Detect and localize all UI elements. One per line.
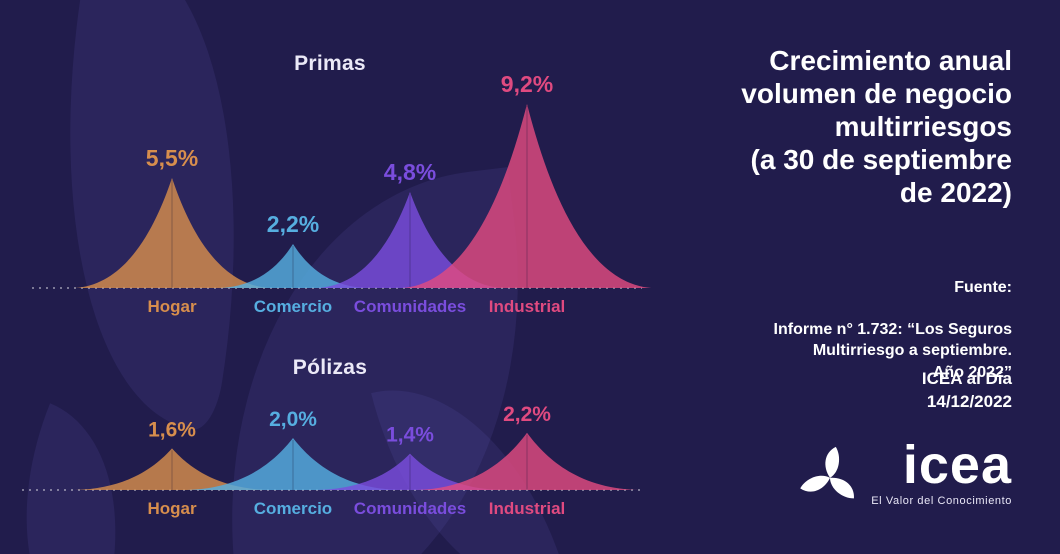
category-label: Hogar	[147, 297, 197, 316]
page-title: Crecimiento anual volumen de negocio mul…	[741, 45, 1012, 209]
value-label: 4,8%	[384, 159, 436, 185]
source-label: Fuente:	[954, 279, 1012, 297]
peak-hogar	[74, 448, 270, 490]
primas-peak-chart: 5,5% Hogar 2,2% Comercio 4,8% Comunidades 9,2%…	[32, 71, 652, 316]
chart-title-primas: Primas	[294, 52, 366, 75]
category-label: Comunidades	[354, 499, 466, 518]
chart-title-polizas: Pólizas	[292, 356, 368, 379]
right-panel: Crecimiento anual volumen de negocio mul…	[660, 0, 1012, 554]
value-label: 2,2%	[267, 211, 319, 237]
category-label: Comercio	[254, 297, 332, 316]
category-label: Comunidades	[354, 297, 466, 316]
value-label: 5,5%	[146, 145, 198, 171]
category-label: Comercio	[254, 499, 332, 518]
peak-comercio	[186, 438, 400, 490]
category-label: Industrial	[489, 499, 566, 518]
category-label: Industrial	[489, 297, 566, 316]
value-label: 9,2%	[501, 71, 553, 97]
source-text: Informe n° 1.732: “Los Seguros Multirrie…	[773, 321, 1012, 381]
source-block: Fuente: Informe n° 1.732: “Los Seguros M…	[660, 256, 1012, 383]
icea-logo: icea El Valor del Conocimiento	[799, 435, 1012, 508]
value-label: 1,4%	[386, 424, 434, 447]
peak-comunidades	[317, 453, 503, 490]
peak-industrial	[416, 432, 638, 490]
peak-comunidades	[317, 192, 503, 288]
icea-logo-icon	[800, 446, 855, 499]
category-label: Hogar	[147, 499, 197, 518]
value-label: 2,2%	[503, 403, 551, 426]
value-label: 1,6%	[148, 418, 196, 441]
publication-block: ICEA al Día 14/12/2022	[921, 369, 1012, 411]
polizas-peak-chart: 1,6% Hogar 2,0% Comercio 1,4% Comunidades 2,2%…	[22, 403, 645, 518]
logo-text-column: icea El Valor del Conocimiento	[871, 435, 1012, 508]
logo-tagline: El Valor del Conocimiento	[871, 495, 1012, 508]
peak-hogar	[74, 178, 270, 288]
peak-industrial	[402, 104, 652, 288]
peak-comercio	[219, 244, 367, 288]
value-label: 2,0%	[269, 408, 317, 431]
logo-wordmark: icea	[902, 435, 1012, 495]
